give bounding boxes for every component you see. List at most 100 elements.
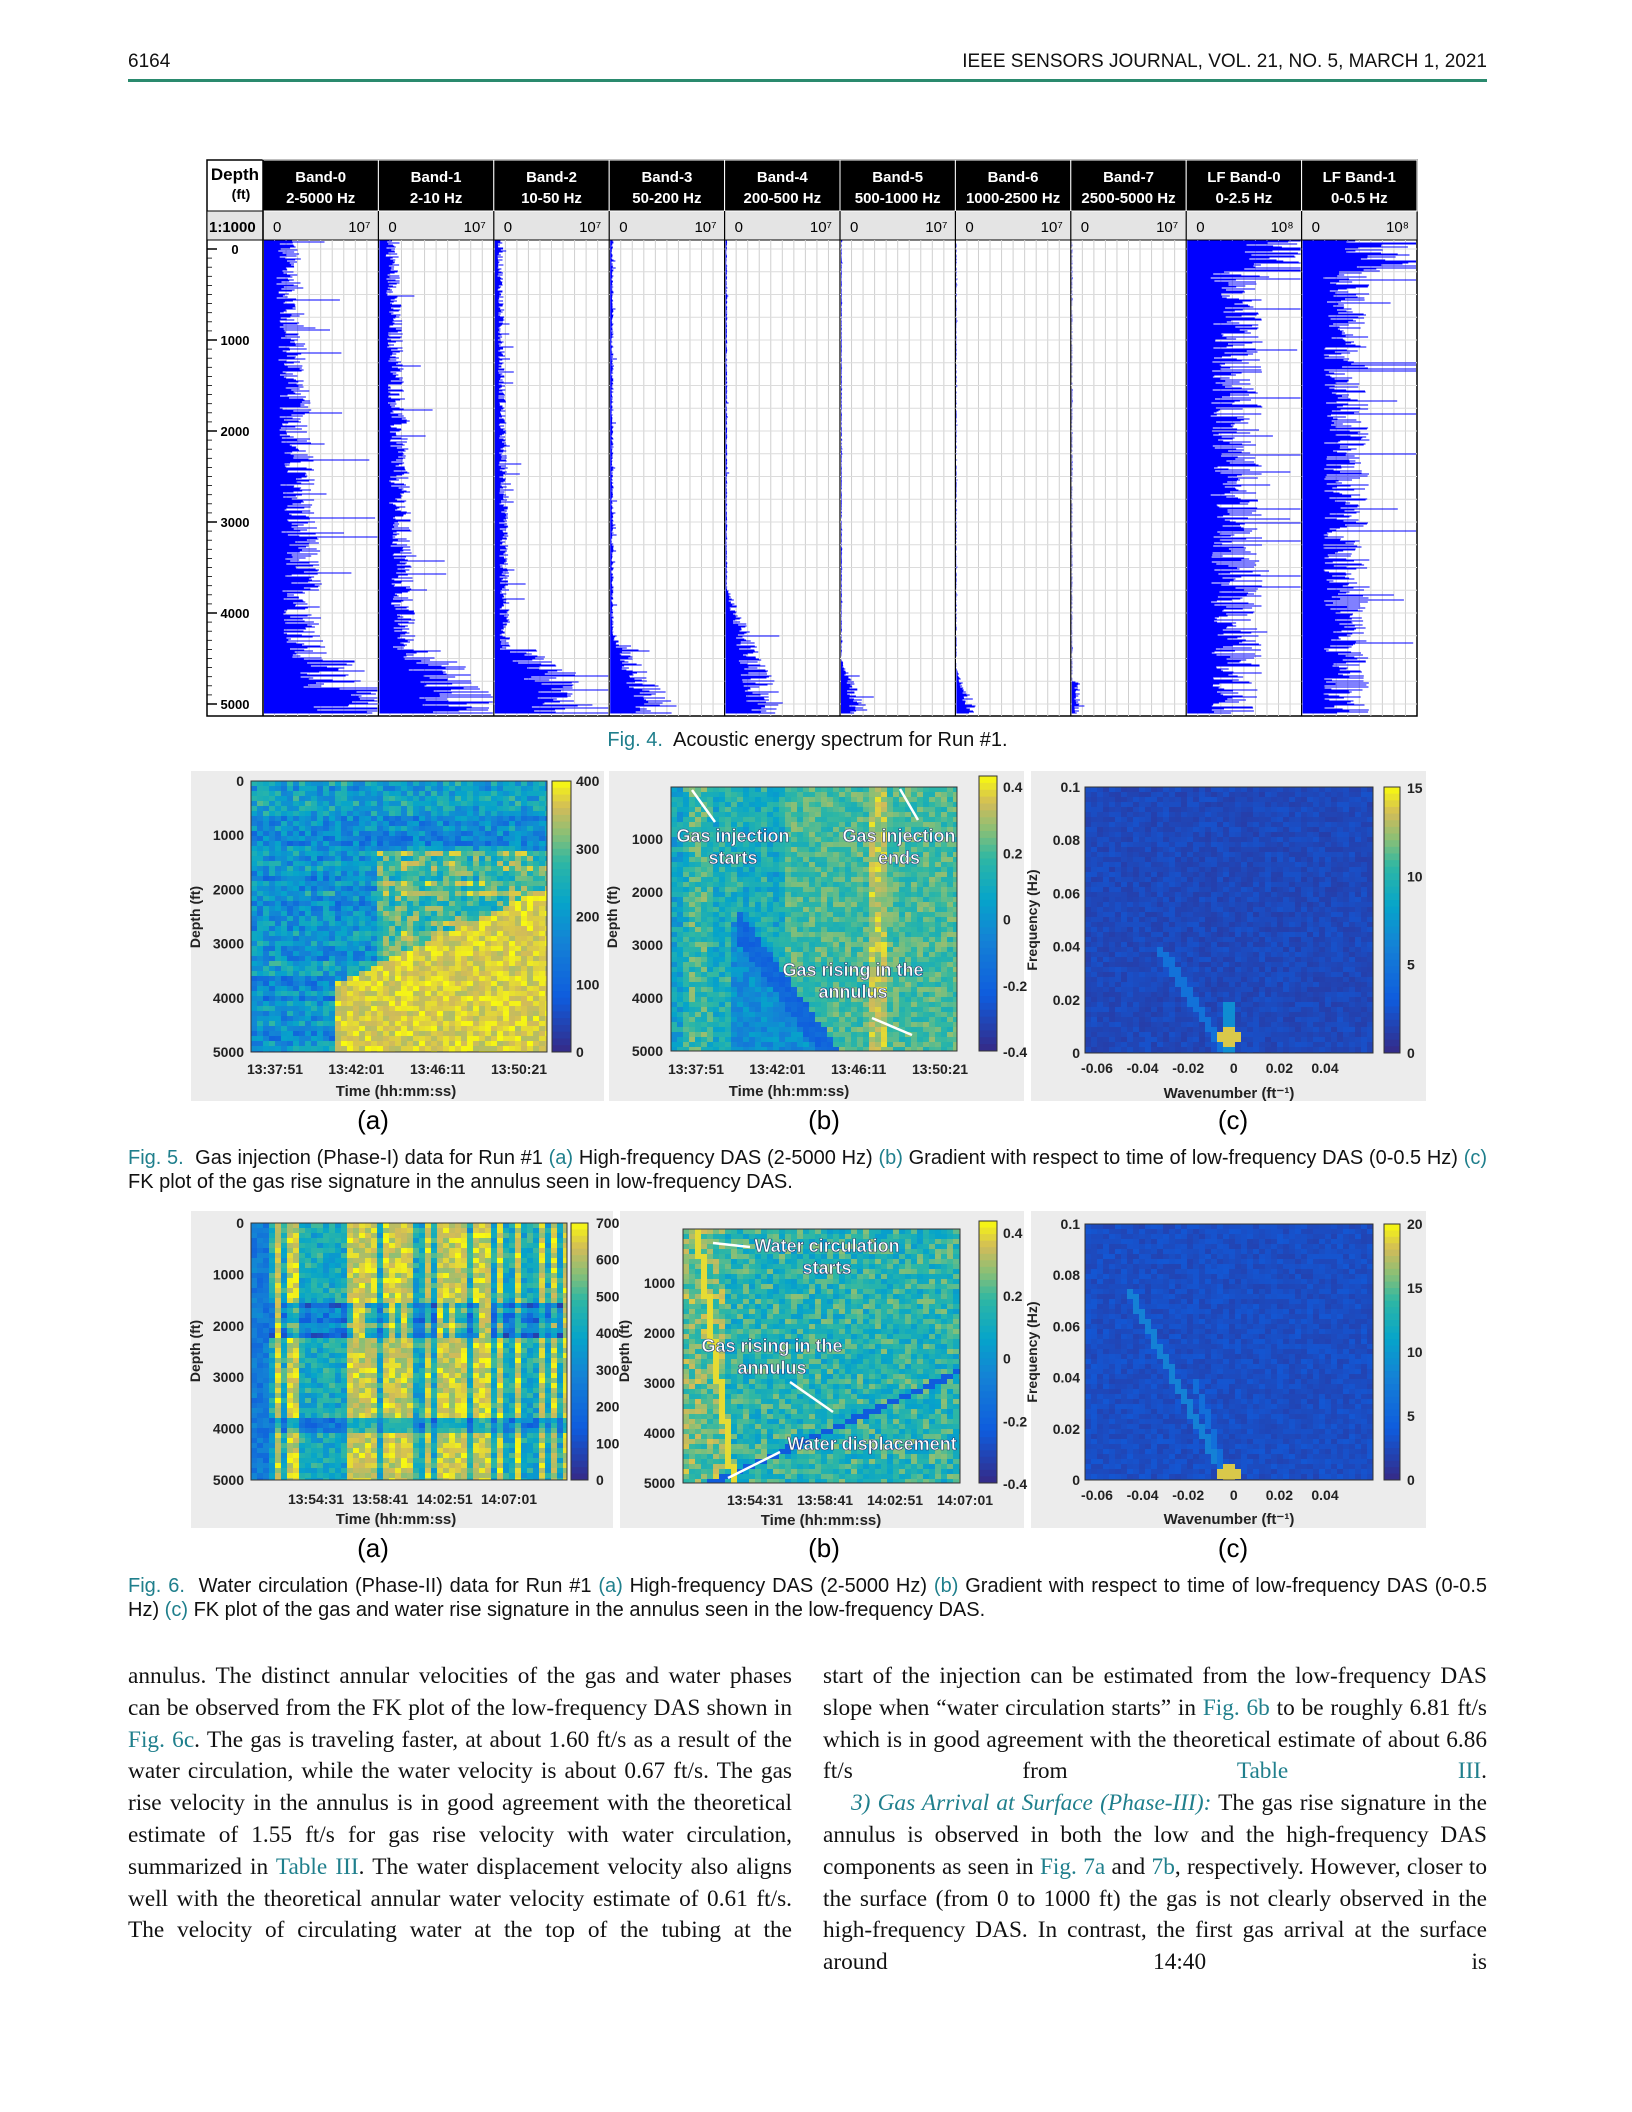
heatmap-cell (473, 931, 480, 937)
heatmap-cell (371, 866, 378, 872)
heatmap-cell (737, 957, 744, 963)
heatmap-cell (743, 922, 750, 928)
heatmap-cell (785, 882, 792, 888)
heatmap-cell (287, 956, 294, 962)
heatmap-cell (941, 887, 948, 893)
heatmap-cell (395, 831, 402, 837)
heatmap-cell (383, 911, 390, 917)
heatmap-cell (251, 926, 258, 932)
heatmap-cell (521, 786, 528, 792)
heatmap-cell (281, 811, 288, 817)
heatmap-cell (893, 892, 900, 898)
heatmap-cell (329, 796, 336, 802)
heatmap-cell (449, 911, 456, 917)
heatmap-cell (767, 932, 774, 938)
band-range: 500-1000 Hz (855, 190, 941, 207)
heatmap-cell (263, 1026, 270, 1032)
heatmap-cell (719, 832, 726, 838)
heatmap-cell (323, 976, 330, 982)
heatmap-cell (299, 986, 306, 992)
heatmap-cell (455, 946, 462, 952)
heatmap-cell (545, 781, 548, 787)
heatmap-cell (467, 1046, 474, 1052)
heatmap-cell (527, 871, 534, 877)
heatmap-cell (407, 866, 414, 872)
heatmap-cell (887, 882, 894, 888)
heatmap-cell (809, 962, 816, 968)
heatmap-cell (953, 797, 958, 803)
heatmap-cell (473, 941, 480, 947)
heatmap-cell (905, 837, 912, 843)
heatmap-cell (497, 921, 504, 927)
heatmap-cell (317, 901, 324, 907)
heatmap-cell (845, 832, 852, 838)
heatmap-cell (527, 946, 534, 952)
heatmap-cell (803, 852, 810, 858)
heatmap-cell (389, 991, 396, 997)
heatmap-cell (521, 951, 528, 957)
heatmap-cell (317, 871, 324, 877)
heatmap-cell (725, 872, 732, 878)
heatmap-cell (389, 901, 396, 907)
heatmap-cell (875, 917, 882, 923)
heatmap-cell (863, 942, 870, 948)
heatmap-cell (371, 996, 378, 1002)
heatmap-cell (755, 947, 762, 953)
heatmap-cell (809, 847, 816, 853)
heatmap-cell (941, 922, 948, 928)
heatmap-cell (689, 957, 696, 963)
heatmap-cell (353, 836, 360, 842)
heatmap-cell (737, 802, 744, 808)
heatmap-cell (887, 817, 894, 823)
heatmap-cell (365, 791, 372, 797)
heatmap-cell (413, 826, 420, 832)
heatmap-cell (431, 946, 438, 952)
heatmap-cell (839, 897, 846, 903)
heatmap-cell (761, 792, 768, 798)
heatmap-cell (455, 1031, 462, 1037)
heatmap-cell (347, 841, 354, 847)
heatmap-cell (701, 822, 708, 828)
heatmap-cell (473, 801, 480, 807)
heatmap-cell (725, 827, 732, 833)
heatmap-cell (857, 882, 864, 888)
heatmap-cell (521, 836, 528, 842)
heatmap-cell (869, 847, 876, 853)
heatmap-cell (419, 886, 426, 892)
heatmap-cell (515, 1046, 522, 1052)
heatmap-cell (275, 1031, 282, 1037)
heatmap-cell (935, 882, 942, 888)
heatmap-cell (443, 936, 450, 942)
heatmap-cell (449, 821, 456, 827)
heatmap-cell (533, 866, 540, 872)
heatmap-cell (335, 806, 342, 812)
heatmap-cell (473, 811, 480, 817)
heatmap-cell (515, 791, 522, 797)
heatmap-cell (335, 901, 342, 907)
heatmap-cell (527, 1041, 534, 1047)
heatmap-cell (887, 857, 894, 863)
heatmap-cell (713, 957, 720, 963)
heatmap-cell (359, 926, 366, 932)
heatmap-cell (401, 836, 408, 842)
heatmap-cell (479, 936, 486, 942)
heatmap-cell (317, 951, 324, 957)
heatmap-cell (455, 901, 462, 907)
heatmap-cell (371, 946, 378, 952)
heatmap-cell (905, 827, 912, 833)
heatmap-cell (467, 976, 474, 982)
heatmap-cell (455, 911, 462, 917)
band-header (724, 159, 841, 212)
heatmap-cell (941, 932, 948, 938)
heatmap-cell (905, 787, 912, 793)
heatmap-cell (269, 821, 276, 827)
heatmap-cell (473, 1001, 480, 1007)
heatmap-cell (323, 1001, 330, 1007)
heatmap-cell (929, 867, 936, 873)
heatmap-cell (365, 781, 372, 787)
heatmap-cell (677, 847, 684, 853)
heatmap-cell (383, 826, 390, 832)
heatmap-cell (383, 896, 390, 902)
heatmap-cell (455, 976, 462, 982)
heatmap-cell (821, 797, 828, 803)
